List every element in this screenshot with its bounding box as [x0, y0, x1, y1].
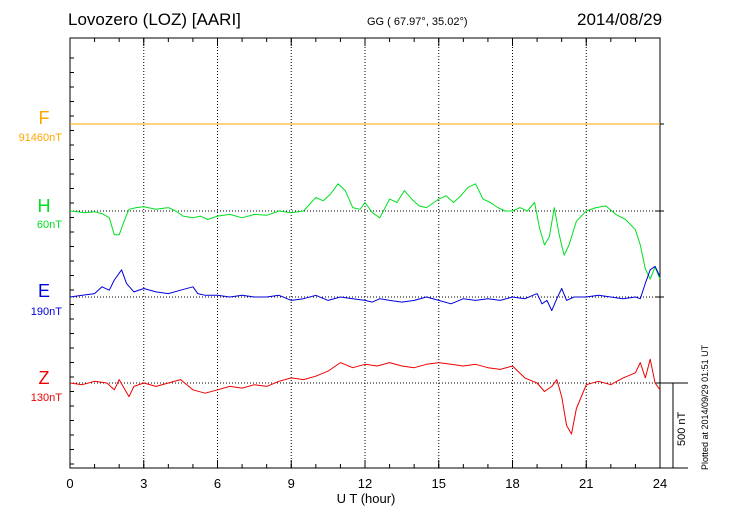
series-baseline-h: 60nT — [37, 219, 62, 231]
chart-date: 2014/08/29 — [577, 10, 663, 29]
plot-frame — [69, 37, 661, 469]
series-name-e: E — [38, 281, 50, 301]
geo-coordinates: GG ( 67.97°, 35.02°) — [367, 16, 468, 28]
x-tick-label: 24 — [653, 476, 667, 491]
chart-title: Lovozero (LOZ) [AARI] — [68, 10, 241, 29]
series-lines — [69, 123, 661, 435]
x-axis-ticks: 0 3 6 9 12 15 18 21 24 — [66, 38, 667, 491]
series-line-h — [69, 183, 661, 280]
x-tick-label: 0 — [66, 476, 73, 491]
grid-lines — [70, 38, 664, 468]
series-baseline-e: 190nT — [31, 306, 62, 318]
x-tick-label: 12 — [358, 476, 372, 491]
series-name-z: Z — [39, 368, 50, 388]
series-line-e — [69, 265, 661, 312]
x-tick-label: 9 — [288, 476, 295, 491]
series-name-f: F — [39, 108, 50, 128]
x-tick-label: 3 — [140, 476, 147, 491]
plot-border — [69, 37, 661, 469]
x-tick-label: 21 — [579, 476, 593, 491]
x-tick-label: 18 — [505, 476, 519, 491]
series-labels: F 91460nT H 60nT E 190nT Z 130nT — [19, 108, 63, 404]
scale-bar — [660, 382, 688, 469]
series-baseline-z: 130nT — [31, 392, 62, 404]
series-line-z — [69, 358, 661, 435]
series-baseline-f: 91460nT — [19, 132, 63, 144]
series-name-h: H — [38, 196, 51, 216]
x-axis-label: U T (hour) — [337, 491, 396, 506]
x-tick-label: 15 — [432, 476, 446, 491]
x-tick-label: 6 — [214, 476, 221, 491]
